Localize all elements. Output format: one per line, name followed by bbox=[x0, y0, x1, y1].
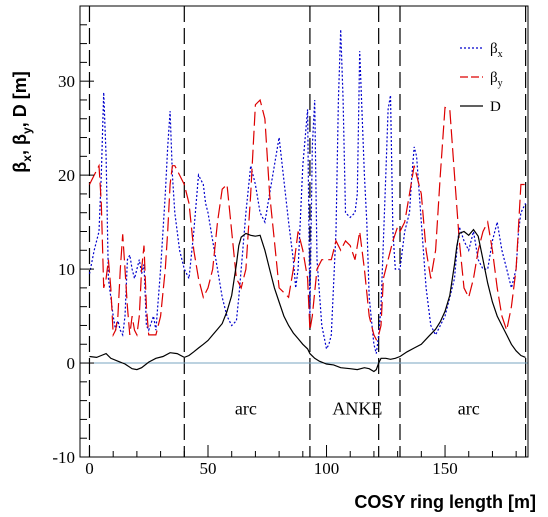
section-annotations: arc ANKE arc bbox=[235, 399, 480, 419]
legend-label: D bbox=[490, 99, 501, 115]
section-label: arc bbox=[235, 399, 257, 419]
x-axis-label: COSY ring length [m] bbox=[354, 492, 536, 512]
x-tick-label: 100 bbox=[314, 459, 340, 478]
legend-label: βy bbox=[490, 70, 503, 89]
tick-labels: 0 50 100 150 -10 0 10 20 30 bbox=[52, 72, 457, 478]
section-label: ANKE bbox=[332, 399, 382, 419]
y-tick-label: -10 bbox=[52, 448, 75, 467]
series-line bbox=[88, 98, 526, 341]
y-tick-label: 10 bbox=[58, 260, 75, 279]
section-label: arc bbox=[458, 399, 480, 419]
series-line bbox=[89, 228, 526, 373]
y-tick-label: 20 bbox=[58, 166, 75, 185]
legend-label: βx bbox=[490, 41, 503, 60]
legend: βx βy D bbox=[460, 41, 503, 115]
y-tick-label: 30 bbox=[58, 72, 75, 91]
x-tick-label: 0 bbox=[85, 459, 94, 478]
series-line bbox=[88, 29, 527, 354]
y-axis-label: βx, βy, D [m] bbox=[10, 71, 34, 172]
x-tick-label: 150 bbox=[432, 459, 458, 478]
series-group bbox=[88, 29, 527, 373]
x-tick-label: 50 bbox=[200, 459, 217, 478]
y-tick-label: 0 bbox=[67, 354, 76, 373]
axis-ticks bbox=[80, 5, 517, 458]
